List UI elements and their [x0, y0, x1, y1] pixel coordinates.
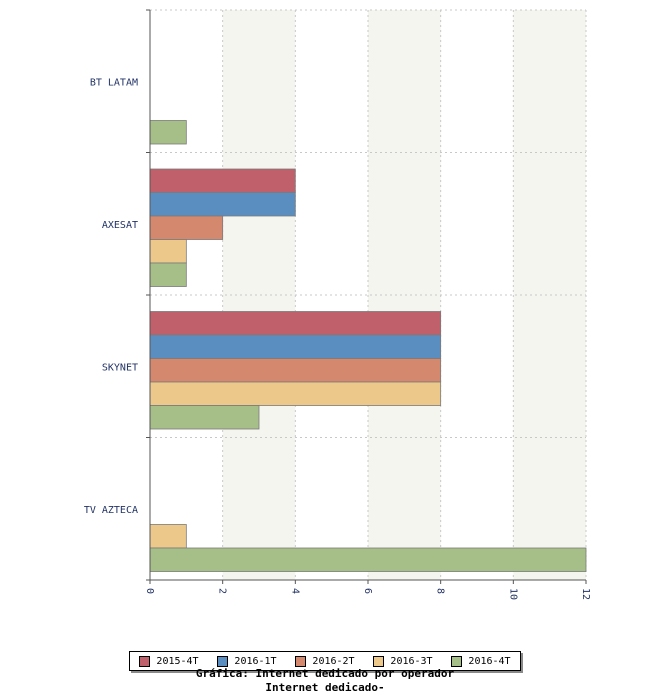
bar — [149, 524, 187, 549]
legend-swatch — [217, 655, 229, 667]
bar — [149, 120, 187, 145]
legend-swatch — [295, 655, 307, 667]
labels: BT LATAM AXESAT SKYNET TV AZTECA 0 2 4 6 8 10 12 — [84, 77, 591, 600]
x-tick-label: 4 — [289, 588, 300, 594]
legend-label: 2016-1T — [234, 655, 277, 667]
bar — [149, 239, 187, 264]
bar — [149, 311, 442, 336]
x-tick-label: 10 — [507, 588, 518, 600]
bar — [149, 334, 442, 359]
x-tick-label: 6 — [362, 588, 373, 594]
legend-item: 2016-4T — [451, 655, 511, 667]
x-tick-label: 12 — [580, 588, 591, 600]
legend-label: 2016-4T — [468, 655, 511, 667]
legend-swatch — [373, 655, 385, 667]
bar — [149, 381, 442, 406]
x-tick-label: 8 — [435, 588, 446, 594]
bar — [149, 547, 587, 572]
legend-swatch — [139, 655, 151, 667]
legend-item: 2016-1T — [217, 655, 277, 667]
legend-item: 2015-4T — [139, 655, 199, 667]
chart-subtitle: Internet dedicado- — [265, 681, 385, 694]
legend-label: 2015-4T — [156, 655, 199, 667]
legend: 2015-4T 2016-1T 2016-2T 2016-3T 2016-4T — [129, 651, 521, 671]
legend-item: 2016-3T — [373, 655, 433, 667]
legend-label: 2016-2T — [312, 655, 355, 667]
x-tick-label: 2 — [217, 588, 228, 594]
category-label: BT LATAM — [90, 77, 138, 88]
legend-label: 2016-3T — [390, 655, 433, 667]
bar — [149, 405, 260, 430]
bar — [149, 215, 224, 240]
category-label: AXESAT — [102, 220, 138, 231]
legend-swatch — [451, 655, 463, 667]
legend-item: 2016-2T — [295, 655, 355, 667]
chart-title: Gráfica: Internet dedicado por operador — [195, 667, 455, 680]
axes — [146, 9, 587, 584]
grid-bands — [222, 10, 586, 580]
bar — [149, 192, 296, 217]
category-label: SKYNET — [102, 362, 138, 373]
bar — [149, 262, 187, 287]
bar — [149, 168, 296, 193]
category-label: TV AZTECA — [84, 505, 138, 516]
grid-band — [222, 10, 296, 580]
grid-band — [368, 10, 441, 580]
bar — [149, 358, 442, 383]
x-tick-label: 0 — [144, 588, 155, 594]
